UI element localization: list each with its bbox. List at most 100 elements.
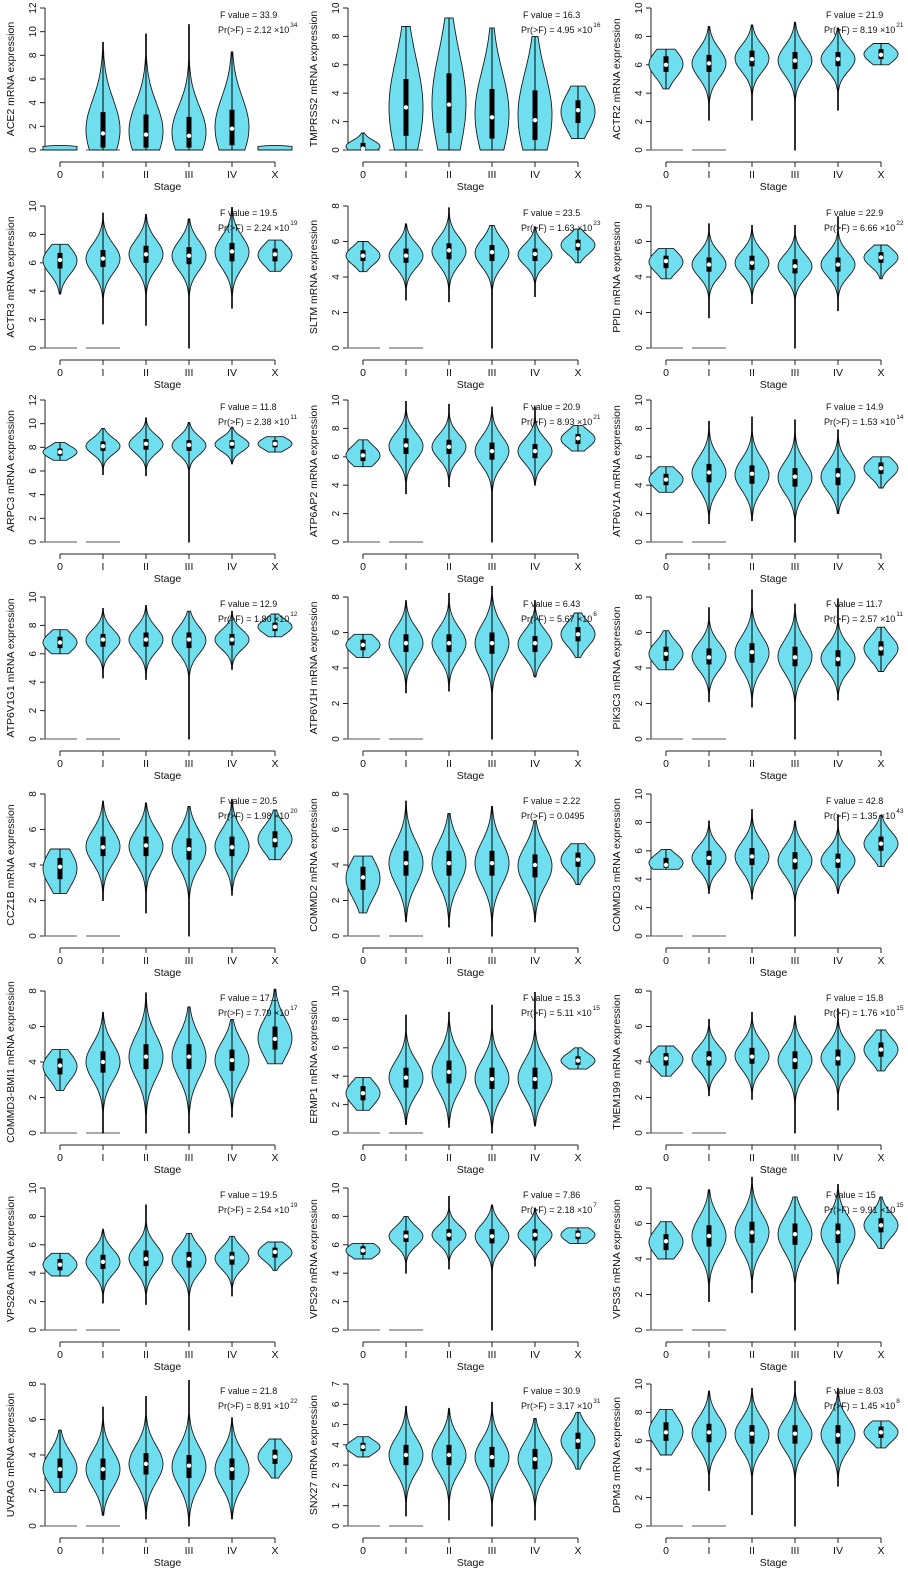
violin-median-dot	[186, 1256, 192, 1262]
violin-panel: 0 2 4 6 8 UVRAG mRNA expression 0 I II III IV X Stag…	[0, 1376, 302, 1571]
y-tick-label: 1	[331, 1502, 342, 1508]
y-tick-label: 4	[331, 1270, 342, 1276]
violin-median-dot	[143, 1461, 149, 1467]
x-tick-label: III	[791, 758, 800, 770]
violin-median-dot	[272, 1249, 278, 1255]
y-tick-label: 8	[28, 988, 39, 994]
violin-median-dot	[360, 642, 366, 648]
violin-median-dot	[663, 651, 669, 656]
y-tick-label: 6	[28, 651, 39, 657]
y-axis-label: TMPRSS2 mRNA expression	[308, 11, 320, 148]
violin-median-dot	[100, 637, 106, 642]
f-value-text: F value = 16.3	[523, 10, 580, 20]
y-tick-label: 4	[634, 1256, 645, 1262]
violin-median-dot	[878, 1223, 884, 1228]
y-tick-label: 6	[634, 848, 645, 854]
y-tick-label: 4	[28, 1059, 39, 1065]
x-tick-label: X	[574, 169, 581, 181]
x-tick-label: IV	[833, 955, 843, 967]
x-tick-label: X	[271, 1349, 278, 1361]
violin-median-dot	[489, 115, 495, 120]
x-tick-label: 0	[663, 1349, 669, 1361]
violin-median-dot	[878, 646, 884, 651]
x-tick-label: II	[143, 758, 149, 770]
violin-median-dot	[792, 58, 798, 63]
violin-median-dot	[186, 846, 192, 852]
y-tick-label: 4	[634, 274, 645, 280]
x-tick-label: 0	[663, 1152, 669, 1164]
y-axis-label: VPS26A mRNA expression	[5, 1196, 17, 1322]
f-value-text: F value = 42.8	[826, 796, 883, 806]
x-tick-label: III	[488, 1349, 497, 1361]
y-axis-label: PPID mRNA expression	[611, 221, 623, 333]
x-axis-label: Stage	[154, 1361, 182, 1373]
x-tick-label: I	[708, 1545, 711, 1557]
x-axis-label: Stage	[154, 1164, 182, 1176]
pr-exponent: 20	[290, 808, 298, 815]
violin-median-dot	[575, 108, 581, 113]
y-tick-label: 6	[634, 238, 645, 244]
violin-shape	[257, 145, 293, 151]
violin-median-dot	[57, 449, 63, 455]
x-tick-label: IV	[227, 955, 237, 967]
violin-median-dot	[575, 1438, 581, 1443]
y-tick-label: 0	[28, 345, 39, 351]
pr-value-text: Pr(>F) = 8.91 ×10	[218, 1401, 289, 1411]
violin-median-dot	[792, 1058, 798, 1063]
y-tick-label: 6	[634, 62, 645, 68]
y-tick-label: 0	[331, 1130, 342, 1136]
violin-panel: 0 2 4 6 8 PIK3C3 mRNA expression 0 I II III IV X Sta…	[606, 589, 908, 784]
violin-median-dot	[229, 1255, 235, 1260]
violin-panel: 0 2 4 6 8 TMEM199 mRNA expression 0 I II III IV X St…	[606, 983, 908, 1178]
violin-median-dot	[706, 855, 712, 861]
x-tick-label: III	[185, 1545, 194, 1557]
violin-median-dot	[489, 249, 495, 255]
y-axis-label: ACE2 mRNA expression	[5, 22, 17, 137]
y-tick-label: 8	[634, 425, 645, 431]
violin-median-dot	[835, 1230, 841, 1235]
pr-value-text: Pr(>F) = 2.18 ×10	[521, 1205, 592, 1215]
y-tick-label: 0	[28, 1130, 39, 1136]
pr-exponent: 23	[593, 220, 601, 227]
x-tick-label: III	[791, 1152, 800, 1164]
x-axis-label: Stage	[760, 967, 788, 979]
y-tick-label: 8	[634, 594, 645, 600]
violin-median-dot	[143, 1054, 149, 1059]
y-axis-label: ACTR2 mRNA expression	[611, 18, 623, 140]
y-axis-label: ATP6AP2 mRNA expression	[308, 405, 320, 537]
y-axis-label: SNX27 mRNA expression	[308, 1395, 320, 1515]
violin-median-dot	[446, 1069, 452, 1075]
violin-median-dot	[272, 441, 278, 446]
x-tick-label: III	[185, 1349, 194, 1361]
y-tick-label: 4	[28, 491, 39, 497]
y-tick-label: 0	[634, 147, 645, 153]
pr-exponent: 19	[290, 1202, 298, 1209]
x-tick-label: II	[749, 169, 755, 181]
pr-value-text: Pr(>F) = 1.98 ×10	[218, 811, 289, 821]
x-tick-label: II	[143, 367, 149, 379]
violin-median-dot	[272, 837, 278, 843]
f-value-text: F value = 21.8	[220, 1386, 277, 1396]
violin-median-dot	[749, 854, 755, 859]
y-axis-label: VPS29 mRNA expression	[308, 1199, 320, 1319]
y-tick-label: 6	[28, 1023, 39, 1029]
violin-median-dot	[792, 264, 798, 269]
violin-panel: 0 2 4 6 8 10 TMPRSS2 mRNA expression 0 I II III IV X…	[303, 0, 605, 195]
y-tick-label: 2	[28, 707, 39, 713]
y-tick-label: 2	[28, 897, 39, 903]
violin-median-dot	[878, 1047, 884, 1052]
y-tick-label: 4	[331, 482, 342, 488]
violin-median-dot	[532, 862, 538, 868]
y-tick-label: 6	[634, 1220, 645, 1226]
violin-median-dot	[100, 256, 106, 261]
x-tick-label: I	[405, 169, 408, 181]
x-tick-label: IV	[227, 1349, 237, 1361]
violin-median-dot	[403, 1452, 409, 1458]
